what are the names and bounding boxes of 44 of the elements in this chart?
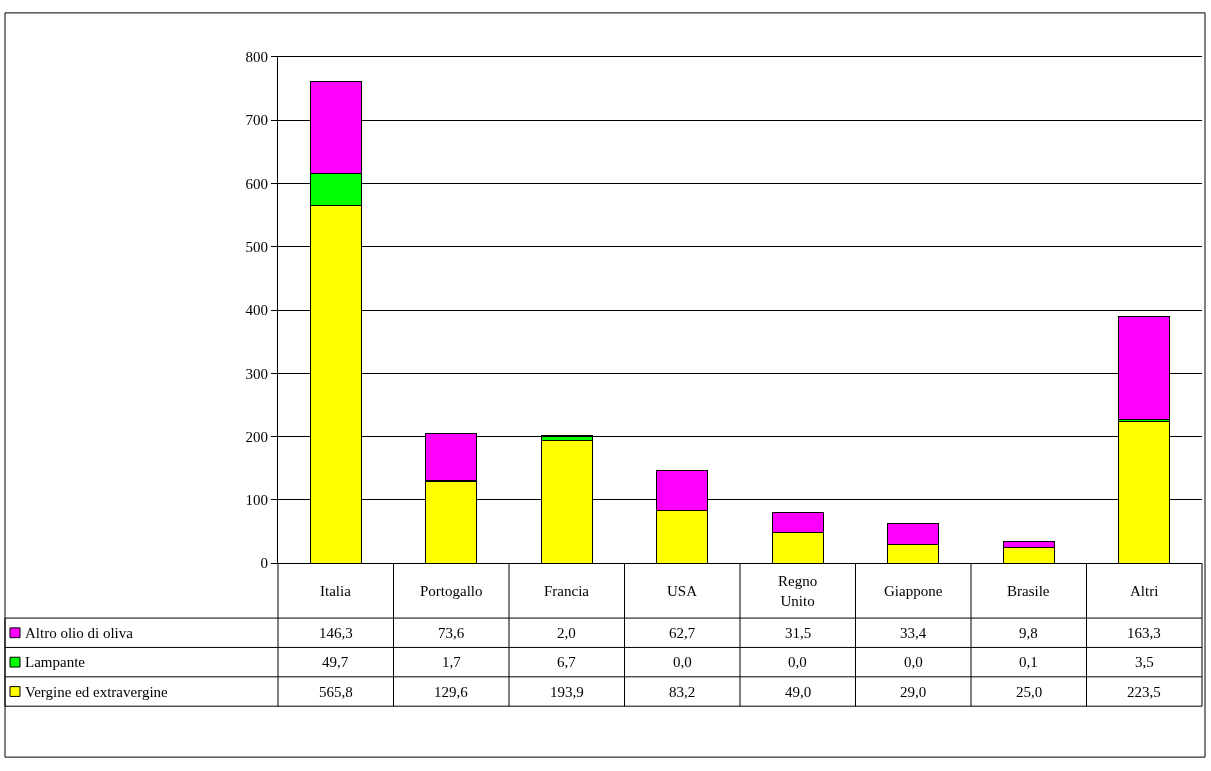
data-label: 31,5 bbox=[785, 625, 812, 641]
x-tick-label: USA bbox=[667, 583, 698, 599]
y-tick-label: 0 bbox=[260, 555, 268, 572]
x-tick-label: Brasile bbox=[1007, 583, 1050, 599]
data-label: 223,5 bbox=[1127, 684, 1161, 700]
y-tick-label: 300 bbox=[245, 365, 268, 382]
x-tick-label: Regno Unito bbox=[778, 573, 818, 609]
data-label: 73,6 bbox=[438, 625, 465, 641]
data-label: 146,3 bbox=[319, 625, 353, 641]
data-label: 9,8 bbox=[1019, 625, 1038, 641]
data-label: 49,0 bbox=[785, 684, 812, 700]
x-tick-label: Francia bbox=[544, 583, 590, 599]
data-label: 1,7 bbox=[442, 654, 462, 670]
x-tick-label: Portogallo bbox=[420, 583, 483, 599]
data-label: 49,7 bbox=[322, 654, 349, 670]
x-tick-label: Italia bbox=[320, 583, 352, 599]
y-tick-label: 800 bbox=[245, 49, 268, 66]
data-label: 83,2 bbox=[669, 684, 696, 700]
data-label: 0,0 bbox=[788, 654, 807, 670]
y-tick-label: 600 bbox=[245, 175, 268, 192]
x-tick-label: Giappone bbox=[884, 583, 943, 599]
y-tick-label: 500 bbox=[245, 239, 268, 256]
x-tick-label: Altri bbox=[1130, 583, 1159, 599]
data-label: 6,7 bbox=[557, 654, 577, 670]
legend-label: Lampante bbox=[25, 654, 86, 670]
data-label: 2,0 bbox=[557, 625, 576, 641]
data-label: 29,0 bbox=[900, 684, 927, 700]
data-label: 0,0 bbox=[673, 654, 692, 670]
y-tick-label: 400 bbox=[245, 302, 268, 319]
data-label: 163,3 bbox=[1127, 625, 1161, 641]
data-label: 129,6 bbox=[434, 684, 469, 700]
legend-label: Vergine ed extravergine bbox=[25, 684, 169, 700]
data-label: 62,7 bbox=[669, 625, 696, 641]
y-tick-label: 700 bbox=[245, 112, 268, 129]
data-label: 0,0 bbox=[904, 654, 923, 670]
data-label: 565,8 bbox=[319, 684, 353, 700]
y-tick-label: 100 bbox=[245, 492, 268, 509]
data-label: 25,0 bbox=[1016, 684, 1043, 700]
data-label: 0,1 bbox=[1019, 654, 1038, 670]
data-label: 3,5 bbox=[1135, 654, 1154, 670]
y-tick-label: 200 bbox=[245, 428, 268, 445]
data-label: 193,9 bbox=[550, 684, 584, 700]
data-label: 33,4 bbox=[900, 625, 927, 641]
legend-label: Altro olio di oliva bbox=[25, 625, 134, 641]
